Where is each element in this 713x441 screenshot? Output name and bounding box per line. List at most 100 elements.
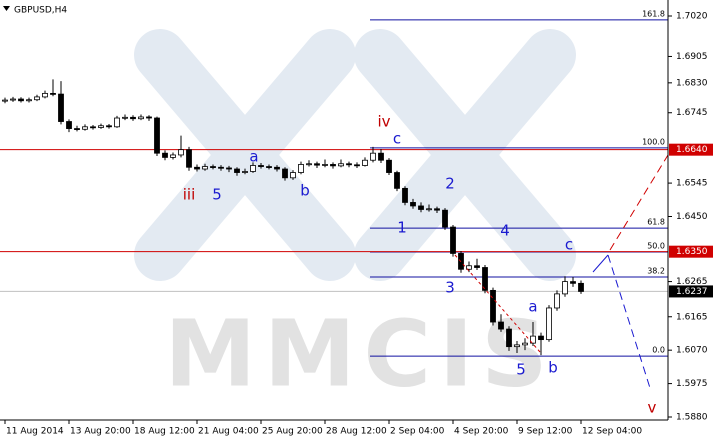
candle [146,115,152,121]
candle-body [410,202,416,207]
candle [370,146,376,163]
candle [50,79,56,97]
candle-body [338,163,344,167]
candle [266,164,272,170]
candle-body [18,98,24,102]
fib-label: 0.0 [652,346,665,355]
candle [546,305,552,342]
projection-line [592,254,609,273]
current-price-box [669,285,713,298]
candle-body [474,265,480,268]
candle-body [2,99,8,102]
candle-body [578,282,584,292]
watermark-logo [134,29,576,281]
candle-body [210,166,216,168]
wave-label: b [300,182,310,200]
wave-label: 4 [500,222,510,240]
watermark-text: MMCIS [164,300,555,407]
wave-label: 2 [445,175,455,193]
candle-body [74,128,80,130]
candle [402,186,408,206]
projection-line [609,154,669,251]
candle-body [194,166,200,170]
candle [130,115,136,121]
candle [226,165,232,173]
candle [410,198,416,209]
candle [210,164,216,170]
candle [186,146,192,171]
candle-body [250,165,256,172]
y-tick-label: 1.6450 [676,212,708,222]
candle [66,119,72,133]
candle [234,167,240,176]
wave-label: b [548,359,558,377]
wave-label: a [528,298,537,316]
candle-body [218,166,224,169]
candle-body [346,163,352,166]
candle [26,97,32,103]
projection [454,154,669,389]
candle [458,250,464,273]
candle [170,152,176,160]
candle-body [154,117,160,154]
candle-body [170,154,176,158]
x-tick-label: 25 Aug 20:00 [262,427,323,437]
candle-body [242,171,248,173]
candle [322,159,328,168]
candle-body [290,172,296,179]
wave-label: iii [183,186,196,204]
candle [82,124,88,131]
candle [122,114,128,121]
candle-body [394,172,400,189]
level-label: 1.6350 [676,247,708,257]
candle-body [82,126,88,130]
candle [562,276,568,297]
candle-body [562,281,568,295]
wave-label: iv [377,113,390,131]
candle [514,341,520,353]
candle [154,116,160,157]
y-tick-label: 1.6745 [676,108,708,118]
candle-body [314,163,320,166]
x-tick-label: 12 Sep 04:00 [582,427,642,437]
candle [314,161,320,168]
candle [578,280,584,294]
candle-body [370,152,376,161]
candle [10,96,16,102]
candle [290,170,296,180]
candle-body [202,166,208,170]
fib-label: 38.2 [647,267,665,276]
candle-body [514,344,520,348]
y-tick-label: 1.6070 [676,346,708,356]
y-tick-label: 1.6905 [676,52,708,62]
candle [106,123,112,129]
candle [34,94,40,102]
candle-body [498,321,504,330]
candle-body [146,116,152,119]
candle [74,125,80,132]
candle [138,114,144,121]
candle-body [234,168,240,173]
fib-label: 50.0 [647,242,665,251]
candle-body [506,328,512,348]
y-tick-label: 1.5880 [676,413,708,423]
candle [394,170,400,192]
wave-label: a [249,148,258,166]
candle-body [122,116,128,119]
wave-label: 5 [212,186,222,204]
menu-triangle [3,6,10,11]
candle [202,163,208,171]
y-tick-label: 1.6265 [676,277,708,287]
candle-body [330,164,336,167]
candle [250,162,256,173]
candle [434,206,440,213]
candle [378,148,384,164]
candle-body [266,166,272,168]
candle [426,204,432,212]
x-tick-label: 28 Aug 12:00 [326,427,387,437]
x-tick-label: 18 Aug 12:00 [134,427,195,437]
wave-label: 3 [445,279,455,297]
logo-stroke [354,29,576,281]
candle-body [354,164,360,167]
